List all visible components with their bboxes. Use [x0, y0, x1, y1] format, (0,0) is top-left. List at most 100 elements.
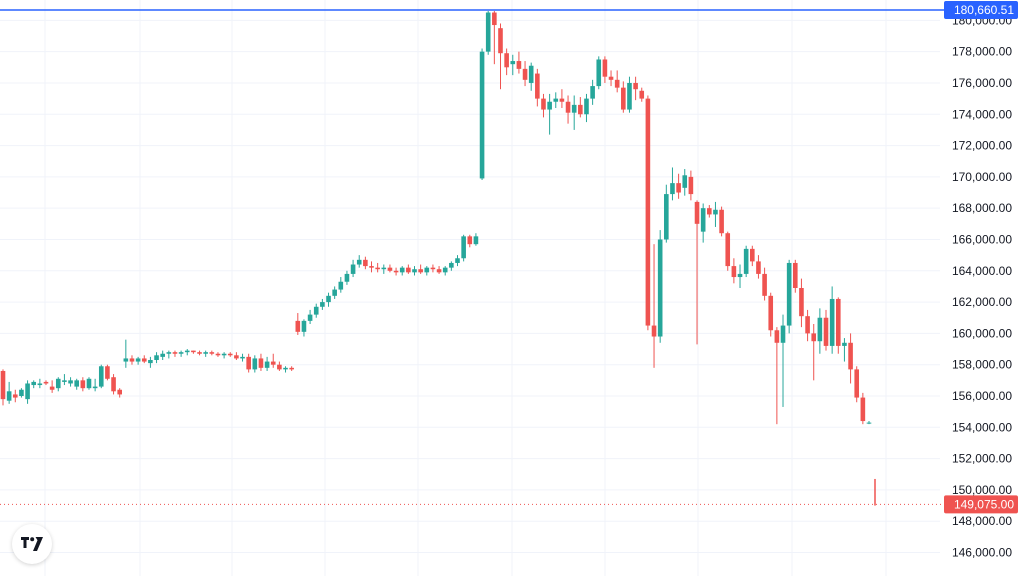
candle-body: [492, 12, 497, 26]
candle-body: [633, 82, 638, 90]
y-tick-label: 178,000.00: [952, 45, 1012, 59]
candle-body: [74, 380, 80, 387]
candle-body: [221, 353, 227, 356]
candle-body: [854, 369, 860, 398]
high-price-tag[interactable]: [944, 1, 1018, 20]
candle-body: [141, 358, 147, 362]
candle-body: [264, 361, 270, 368]
high-price-label: 180,660.51: [954, 3, 1014, 17]
last-price-tag[interactable]: [944, 495, 1018, 514]
candle-body: [780, 325, 786, 343]
tradingview-logo-glyph: [21, 537, 43, 551]
candle-body: [473, 236, 479, 245]
candle-body: [55, 378, 61, 389]
candle-body: [387, 267, 393, 271]
candle-body: [596, 59, 602, 87]
candle-body: [92, 386, 98, 389]
y-tick-label: 152,000.00: [952, 452, 1012, 466]
candle-body: [461, 236, 466, 259]
candle-body: [252, 358, 258, 370]
candle-body: [553, 98, 559, 102]
candle-body: [719, 209, 724, 234]
candle-body: [197, 352, 202, 354]
candle-body: [356, 259, 362, 265]
candle-body: [602, 59, 608, 77]
candle-body: [707, 208, 712, 215]
y-tick-label: 154,000.00: [952, 420, 1012, 434]
candle-body: [363, 259, 368, 267]
candle-body: [842, 342, 847, 346]
candle-body: [682, 175, 688, 188]
candle-body: [590, 86, 595, 99]
candle-body: [80, 380, 86, 389]
price-axis[interactable]: 146,000.00 148,000.00 150,000.00 152,000.00…: [944, 1, 1018, 560]
candle-body: [614, 79, 620, 88]
candle-body: [694, 201, 700, 224]
candle-body: [105, 366, 110, 379]
candle-body: [203, 352, 208, 354]
candle-body: [805, 316, 810, 334]
candle-body: [369, 266, 374, 268]
candle-body: [283, 367, 288, 370]
candle-body: [565, 101, 571, 113]
candle-body: [516, 61, 522, 69]
y-tick-label: 170,000.00: [952, 170, 1012, 184]
candle-body: [578, 104, 583, 115]
candle-body: [350, 264, 356, 274]
y-tick-label: 176,000.00: [952, 76, 1012, 90]
candle-body: [43, 381, 49, 384]
candle-body: [25, 383, 30, 400]
candle-body: [148, 360, 153, 364]
candle-body: [528, 65, 534, 83]
tradingview-logo-icon[interactable]: [12, 524, 52, 564]
candle-body: [49, 386, 55, 390]
candle-body: [627, 82, 632, 110]
candle-body: [338, 281, 344, 290]
candle-body: [639, 90, 645, 99]
candle-body: [848, 342, 853, 370]
candle-body: [344, 273, 350, 282]
candle-body: [835, 298, 841, 346]
candle-body: [184, 350, 190, 353]
candle-body: [584, 98, 589, 115]
candle-body: [651, 325, 657, 337]
candle-layer: [0, 10, 876, 506]
candle-body: [12, 394, 18, 398]
grid-layer: [0, 0, 940, 576]
candle-body: [559, 98, 565, 102]
candle-body: [295, 320, 301, 332]
candle-body: [504, 53, 509, 68]
candle-body: [31, 381, 37, 386]
candle-body: [117, 389, 122, 395]
candle-body: [860, 397, 866, 422]
candle-body: [178, 352, 184, 354]
candle-body: [792, 262, 798, 288]
candle-body: [129, 358, 135, 362]
candle-body: [68, 380, 73, 384]
candle-body: [541, 98, 546, 110]
y-tick-label: 158,000.00: [952, 358, 1012, 372]
candle-body: [811, 333, 817, 342]
candle-body: [234, 355, 239, 359]
candle-body: [62, 380, 67, 382]
candle-body: [743, 248, 749, 274]
candle-body: [86, 378, 92, 389]
candle-body: [737, 273, 743, 278]
candle-body: [209, 352, 215, 354]
candle-body: [436, 269, 442, 273]
candle-body: [418, 269, 423, 273]
candle-body: [750, 248, 755, 262]
candle-body: [19, 389, 24, 396]
candle-body: [424, 267, 430, 273]
candle-body: [301, 320, 307, 332]
candle-body: [289, 367, 294, 370]
candle-body: [430, 267, 436, 270]
candle-body: [571, 104, 577, 113]
y-tick-label: 174,000.00: [952, 107, 1012, 121]
candle-body: [98, 366, 104, 387]
y-tick-label: 164,000.00: [952, 264, 1012, 278]
candle-body: [664, 194, 669, 240]
candle-body: [645, 98, 651, 326]
candle-body: [713, 209, 718, 215]
